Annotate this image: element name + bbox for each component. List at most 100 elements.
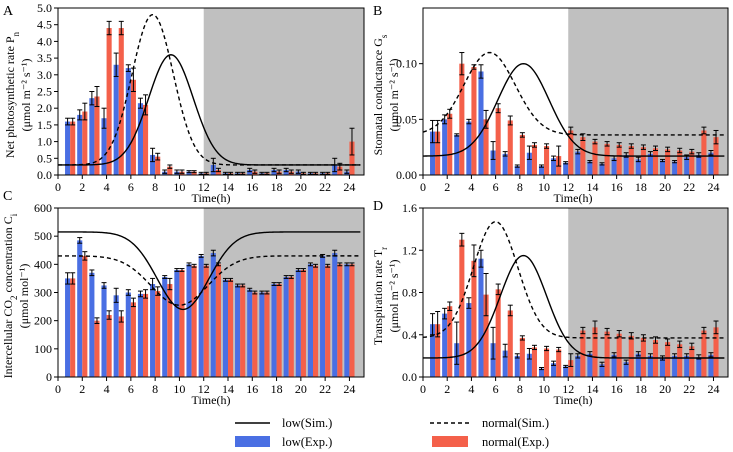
errorbar-normal-c-16 bbox=[252, 290, 258, 295]
errorbar-low-d-17 bbox=[623, 359, 629, 365]
errorbar-normal-d-14 bbox=[592, 320, 598, 335]
bar-normal-d-3 bbox=[459, 239, 465, 377]
errorbar-normal-c-18 bbox=[276, 282, 282, 286]
bar-low-d-10 bbox=[538, 368, 545, 377]
errorbar-normal-b-22 bbox=[689, 148, 695, 155]
x-tick-label-c-16: 16 bbox=[246, 382, 258, 396]
errorbar-low-c-17 bbox=[259, 290, 265, 295]
errorbar-low-d-18 bbox=[635, 351, 641, 357]
bar-normal-b-5 bbox=[483, 119, 489, 175]
bar-low-c-12 bbox=[198, 255, 204, 377]
errorbar-normal-d-2 bbox=[447, 301, 453, 311]
errorbar-low-c-6 bbox=[125, 289, 131, 296]
errorbar-normal-c-17 bbox=[264, 290, 270, 295]
y-tick-label-c-2: 200 bbox=[34, 314, 52, 328]
bar-low-d-22 bbox=[684, 355, 690, 377]
x-tick-label-a-24: 24 bbox=[343, 180, 355, 194]
errorbar-low-b-18 bbox=[635, 156, 641, 163]
bar-low-b-1 bbox=[430, 131, 436, 175]
y-tick-label-a-3: 1.5 bbox=[37, 118, 52, 132]
bar-normal-a-2 bbox=[82, 111, 88, 175]
errorbar-normal-d-24 bbox=[713, 320, 719, 335]
x-tick-label-d-22: 22 bbox=[683, 382, 695, 396]
bar-low-c-20 bbox=[295, 269, 301, 377]
bar-normal-c-7 bbox=[143, 293, 149, 377]
errorbar-normal-c-10 bbox=[179, 268, 185, 272]
bar-low-d-23 bbox=[696, 356, 702, 377]
bar-normal-b-14 bbox=[592, 141, 598, 175]
bar-low-b-24 bbox=[708, 152, 714, 175]
y-tick-label-b-0: 0.00 bbox=[396, 168, 417, 182]
bar-normal-c-9 bbox=[167, 284, 173, 377]
errorbar-normal-d-8 bbox=[519, 335, 525, 341]
bar-low-a-8 bbox=[150, 154, 156, 175]
x-tick-label-c-2: 2 bbox=[79, 382, 85, 396]
bar-normal-d-23 bbox=[701, 330, 707, 377]
errorbar-low-b-4 bbox=[466, 118, 472, 125]
bar-low-b-8 bbox=[514, 166, 520, 175]
errorbar-normal-c-15 bbox=[240, 283, 246, 288]
bar-normal-b-19 bbox=[652, 148, 659, 175]
errorbar-low-c-14 bbox=[222, 277, 228, 282]
errorbar-low-a-6 bbox=[125, 64, 131, 72]
errorbar-low-c-13 bbox=[210, 249, 216, 257]
errorbar-normal-a-15 bbox=[240, 171, 246, 175]
x-tick-label-a-2: 2 bbox=[79, 180, 85, 194]
legend-label-low-sim: low(Sim.) bbox=[282, 416, 332, 430]
legend-label-low-exp: low(Exp.) bbox=[282, 435, 332, 449]
sim-curve-low-c bbox=[58, 231, 361, 311]
bar-low-a-16 bbox=[247, 169, 253, 175]
bar-normal-a-5 bbox=[118, 28, 124, 176]
errorbar-normal-c-12 bbox=[203, 263, 209, 268]
x-tick-label-b-14: 14 bbox=[586, 180, 598, 194]
y-tick-label-a-9: 4.5 bbox=[37, 18, 52, 32]
errorbar-low-d-9 bbox=[526, 347, 532, 360]
errorbar-normal-c-1 bbox=[70, 272, 76, 285]
x-tick-label-d-12: 12 bbox=[562, 382, 574, 396]
bar-normal-c-3 bbox=[94, 320, 100, 377]
errorbar-normal-b-20 bbox=[665, 146, 671, 153]
y-tick-label-a-5: 2.5 bbox=[37, 85, 52, 99]
bar-low-b-6 bbox=[490, 150, 496, 175]
bar-normal-c-11 bbox=[191, 265, 197, 377]
errorbar-low-c-10 bbox=[174, 268, 180, 272]
errorbar-normal-b-7 bbox=[507, 115, 513, 126]
errorbar-low-b-1 bbox=[430, 119, 436, 144]
ylabel-b-units: (μmol m⁻² s⁻¹) bbox=[387, 59, 401, 132]
errorbar-low-a-18 bbox=[271, 167, 277, 173]
bar-normal-b-2 bbox=[447, 113, 453, 175]
errorbar-normal-b-16 bbox=[616, 142, 622, 148]
errorbar-low-c-3 bbox=[89, 269, 95, 277]
y-tick-label-a-6: 3.0 bbox=[37, 68, 52, 82]
errorbar-normal-d-5 bbox=[483, 272, 489, 317]
y-tick-label-a-0: 0.0 bbox=[37, 168, 52, 182]
bar-normal-d-15 bbox=[604, 331, 610, 377]
errorbar-normal-a-11 bbox=[191, 170, 197, 174]
bar-low-c-15 bbox=[235, 285, 241, 377]
errorbar-low-a-11 bbox=[186, 170, 192, 174]
errorbar-low-c-19 bbox=[283, 275, 289, 279]
bar-normal-c-24 bbox=[349, 264, 355, 377]
x-tick-label-d-0: 0 bbox=[420, 382, 426, 396]
y-tick-label-d-0: 0.0 bbox=[402, 370, 417, 384]
bar-normal-c-23 bbox=[337, 264, 343, 377]
panel-label-b: B bbox=[373, 4, 382, 19]
bar-low-b-11 bbox=[551, 158, 557, 175]
night-region-a bbox=[203, 8, 364, 175]
errorbar-normal-d-23 bbox=[701, 326, 707, 335]
bar-low-b-21 bbox=[672, 161, 678, 175]
bar-low-b-17 bbox=[623, 154, 629, 175]
y-tick-label-c-0: 0 bbox=[46, 370, 52, 384]
bar-normal-c-16 bbox=[252, 292, 258, 377]
ylabel-d-units: (μmol m⁻² s⁻¹) bbox=[387, 260, 401, 333]
errorbar-normal-c-8 bbox=[155, 286, 161, 296]
bar-normal-b-22 bbox=[689, 151, 695, 175]
x-tick-label-b-24: 24 bbox=[707, 180, 719, 194]
x-tick-label-b-4: 4 bbox=[468, 180, 474, 194]
x-tick-label-c-24: 24 bbox=[343, 382, 355, 396]
errorbar-normal-c-7 bbox=[143, 289, 149, 299]
errorbar-low-c-16 bbox=[247, 287, 253, 292]
bar-normal-a-9 bbox=[167, 166, 173, 175]
x-tick-label-d-2: 2 bbox=[444, 382, 450, 396]
panel-label-a: A bbox=[3, 4, 14, 19]
